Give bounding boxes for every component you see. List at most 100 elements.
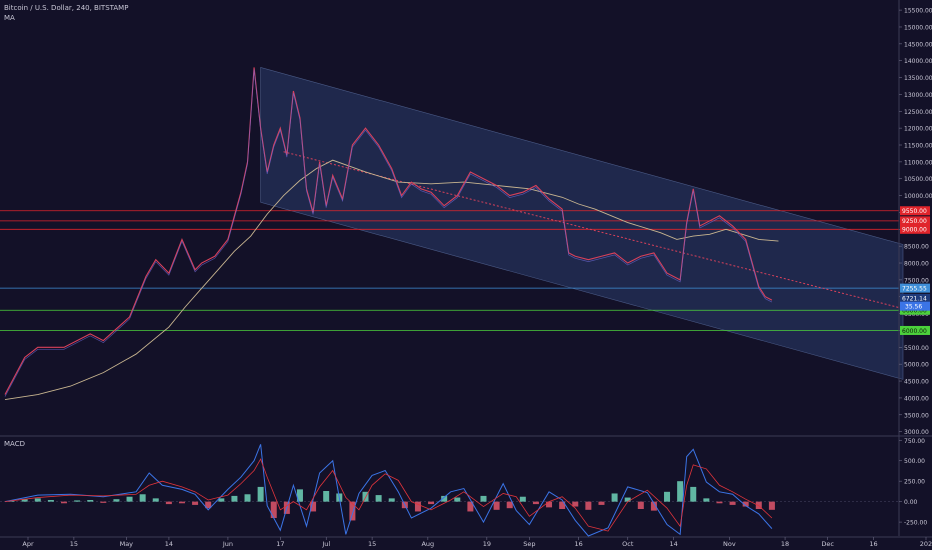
y-tick-label: 4000.00 — [904, 395, 929, 402]
partial-label-box — [900, 293, 930, 303]
price-line — [4, 67, 773, 395]
y-tick-label: 12500.00 — [904, 109, 932, 116]
macd-histogram-bar — [113, 499, 120, 502]
macd-tick-label: 750.00 — [904, 438, 925, 445]
y-tick-label: 13500.00 — [904, 75, 932, 82]
level-label-box — [900, 224, 930, 234]
x-tick-label: 14 — [165, 540, 173, 548]
x-tick-label: Jun — [222, 540, 233, 548]
macd-histogram-bar — [310, 501, 317, 512]
y-tick-label: 5500.00 — [904, 345, 929, 352]
x-tick-label: 16 — [869, 540, 877, 548]
macd-histogram-bar — [598, 501, 605, 505]
macd-tick-label: 0.00 — [904, 499, 918, 506]
x-tick-label: Nov — [723, 540, 736, 548]
macd-histogram-bar — [650, 501, 657, 511]
macd-histogram-bar — [519, 496, 526, 502]
macd-histogram-bar — [388, 498, 395, 502]
macd-histogram-bar — [467, 501, 474, 512]
x-tick-label: Jul — [321, 540, 330, 548]
macd-histogram-bar — [126, 496, 133, 502]
macd-histogram-bar — [375, 495, 382, 502]
macd-histogram-bar — [8, 500, 15, 502]
macd-indicator-label: MACD — [4, 440, 25, 448]
macd-histogram-bar — [677, 481, 684, 502]
x-tick-label: 15 — [70, 540, 78, 548]
macd-histogram-bar — [532, 501, 539, 505]
macd-histogram-bar — [664, 491, 671, 502]
macd-histogram-bar — [585, 501, 592, 510]
macd-histogram-bar — [572, 501, 579, 507]
y-tick-label: 14500.00 — [904, 41, 932, 48]
y-tick-label: 3500.00 — [904, 412, 929, 419]
x-tick-label: 16 — [574, 540, 582, 548]
macd-histogram-bar — [34, 498, 41, 502]
price-line-shadow — [4, 69, 773, 397]
macd-histogram-bar — [493, 501, 500, 510]
macd-histogram-bar — [257, 486, 264, 502]
level-label-box — [900, 206, 930, 216]
macd-histogram-bar — [454, 497, 461, 502]
y-tick-label: 15500.00 — [904, 8, 932, 15]
x-tick-label: 14 — [670, 540, 678, 548]
y-tick-label: 10500.00 — [904, 176, 932, 183]
macd-histogram-bar — [428, 501, 435, 505]
macd-histogram-bar — [742, 501, 749, 507]
macd-histogram-bar — [323, 491, 330, 502]
macd-tick-label: 250.00 — [904, 479, 925, 486]
macd-histogram-bar — [716, 501, 723, 504]
x-tick-label: Oct — [622, 540, 634, 548]
macd-histogram-bar — [480, 495, 487, 502]
level-label-box — [900, 283, 930, 293]
macd-histogram-bar — [546, 501, 553, 508]
level-label: 7255.55 — [902, 285, 927, 292]
partial-label-box — [900, 301, 930, 311]
price-channel — [260, 67, 904, 380]
x-tick-label: 202 — [920, 540, 932, 548]
macd-histogram-bar — [506, 501, 513, 509]
macd-histogram-bar — [768, 501, 775, 510]
y-tick-label: 8500.00 — [904, 244, 929, 251]
x-tick-label: Sep — [523, 540, 535, 548]
macd-histogram-bar — [296, 489, 303, 502]
macd-histogram-bar — [192, 501, 199, 505]
macd-histogram-bar — [21, 499, 28, 502]
y-tick-label: 4500.00 — [904, 379, 929, 386]
macd-histogram-bar — [349, 501, 356, 521]
macd-histogram-bar — [441, 495, 448, 502]
macd-tick-label: -250.00 — [904, 520, 927, 527]
x-tick-label: May — [120, 540, 134, 548]
x-tick-label: Aug — [421, 540, 434, 548]
signal-line — [4, 458, 773, 532]
macd-histogram-bar — [87, 500, 94, 502]
y-tick-label: 3000.00 — [904, 429, 929, 436]
level-label: 9550.00 — [902, 208, 927, 215]
macd-histogram-bar — [205, 501, 212, 509]
x-tick-label: Dec — [821, 540, 834, 548]
macd-histogram-bar — [559, 501, 566, 509]
level-label: 6000.00 — [902, 328, 927, 335]
y-tick-label: 11500.00 — [904, 143, 932, 150]
macd-histogram-bar — [218, 498, 225, 502]
y-tick-label: 13000.00 — [904, 92, 932, 99]
macd-histogram-bar — [231, 495, 238, 502]
level-label-box — [900, 216, 930, 226]
x-tick-label: 19 — [483, 540, 491, 548]
macd-histogram-bar — [152, 498, 159, 502]
partial-label: 6721.14 — [902, 296, 927, 303]
y-tick-label: 11000.00 — [904, 159, 932, 166]
macd-histogram-bar — [690, 486, 697, 502]
level-label-box — [900, 325, 930, 335]
macd-tick-label: 500.00 — [904, 458, 925, 465]
trend-line — [283, 151, 904, 310]
macd-histogram-bar — [100, 501, 107, 503]
ma-indicator-label: MA — [4, 14, 15, 22]
y-tick-label: 8000.00 — [904, 261, 929, 268]
macd-histogram-bar — [637, 501, 644, 509]
y-tick-label: 7500.00 — [904, 277, 929, 284]
x-tick-label: 17 — [276, 540, 284, 548]
macd-histogram-bar — [624, 497, 631, 502]
macd-histogram-bar — [178, 501, 185, 504]
macd-histogram-bar — [414, 501, 421, 512]
